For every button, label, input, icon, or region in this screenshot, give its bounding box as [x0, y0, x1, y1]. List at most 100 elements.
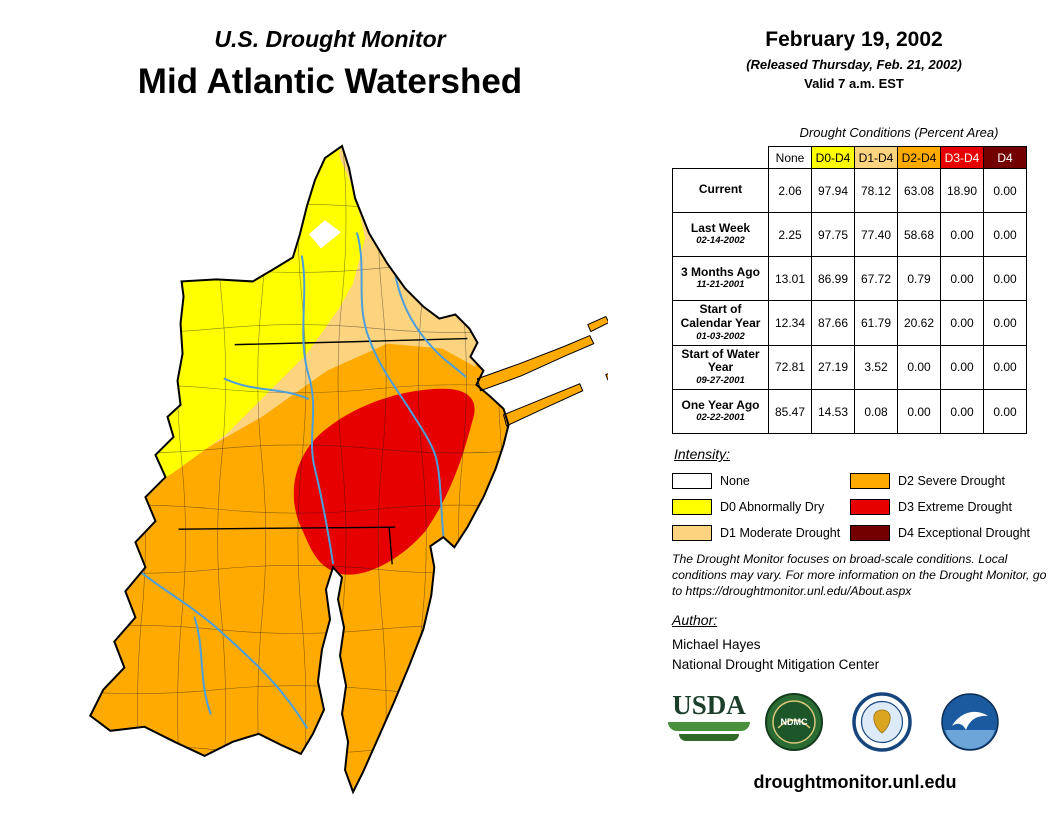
- value-cell: 0.00: [983, 168, 1027, 213]
- table-header-row: None D0-D4 D1-D4 D2-D4 D3-D4 D4: [673, 146, 1027, 169]
- value-cell: 0.00: [983, 256, 1027, 301]
- released-date: (Released Thursday, Feb. 21, 2002): [746, 57, 962, 72]
- author-block: Author: Michael Hayes National Drought M…: [672, 612, 879, 672]
- value-cell: 13.01: [768, 256, 812, 301]
- state-boundaries: [178, 337, 468, 565]
- report-kicker: U.S. Drought Monitor: [214, 26, 446, 52]
- row-label-text: 3 Months Ago: [681, 264, 760, 279]
- legend-swatch-d4: [850, 525, 890, 541]
- value-cell: 0.00: [897, 344, 941, 391]
- legend-label: D4 Exceptional Drought: [898, 526, 1031, 540]
- watershed-outline: [88, 144, 510, 795]
- usda-swoosh-icon: [679, 734, 739, 741]
- row-label: One Year Ago 02-22-2001: [672, 389, 769, 435]
- legend-column-right: D2 Severe Drought D3 Extreme Drought D4 …: [850, 468, 1030, 546]
- row-label-date: 01-03-2002: [696, 330, 745, 342]
- table-row: One Year Ago 02-22-2001 85.47 14.53 0.08…: [672, 389, 1027, 435]
- table-title: Drought Conditions (Percent Area): [799, 125, 999, 140]
- row-label-date: 02-22-2001: [696, 412, 745, 424]
- column-header-d4: D4: [983, 146, 1027, 169]
- value-cell: 97.94: [811, 168, 855, 213]
- row-label-date: 11-21-2001: [696, 279, 745, 291]
- author-org: National Drought Mitigation Center: [672, 657, 880, 672]
- value-cell: 58.68: [897, 212, 941, 257]
- legend-label: D3 Extreme Drought: [898, 500, 1012, 514]
- drought-map: [88, 144, 625, 795]
- legend-label: D0 Abnormally Dry: [720, 500, 825, 514]
- value-cell: 72.81: [768, 344, 812, 391]
- row-label-date: 09-27-2001: [696, 375, 745, 387]
- legend-swatch-d2: [850, 473, 890, 489]
- legend-label: None: [720, 474, 750, 488]
- value-cell: 0.00: [983, 300, 1027, 346]
- value-cell: 78.12: [854, 168, 898, 213]
- valid-time: Valid 7 a.m. EST: [804, 76, 904, 91]
- report-date: February 19, 2002: [765, 28, 943, 51]
- noaa-logo: [940, 692, 1000, 757]
- column-header-d0d4: D0-D4: [811, 146, 855, 169]
- map-region-none: [308, 220, 342, 249]
- date-block: February 19, 2002 (Released Thursday, Fe…: [660, 28, 1048, 91]
- column-header-d2d4: D2-D4: [897, 146, 941, 169]
- row-label-text: Start of Calendar Year: [680, 302, 761, 330]
- author-name: Michael Hayes: [672, 637, 761, 652]
- value-cell: 0.08: [854, 389, 898, 435]
- value-cell: 0.79: [897, 256, 941, 301]
- value-cell: 18.90: [940, 168, 984, 213]
- value-cell: 61.79: [854, 300, 898, 346]
- page-title: Mid Atlantic Watershed: [137, 62, 523, 101]
- legend-label: D1 Moderate Drought: [720, 526, 841, 540]
- value-cell: 0.00: [940, 300, 984, 346]
- value-cell: 0.00: [983, 389, 1027, 435]
- column-header-d1d4: D1-D4: [854, 146, 898, 169]
- value-cell: 67.72: [854, 256, 898, 301]
- row-label-text: One Year Ago: [681, 397, 760, 412]
- legend-item: D2 Severe Drought: [850, 468, 1030, 494]
- legend-swatch-d0: [672, 499, 712, 515]
- legend-swatch-d3: [850, 499, 890, 515]
- row-label-text: Current: [698, 182, 743, 197]
- legend-item: D1 Moderate Drought: [672, 520, 840, 546]
- column-header-none: None: [768, 146, 812, 169]
- value-cell: 0.00: [897, 389, 941, 435]
- row-label: Start of Water Year 09-27-2001: [672, 344, 769, 391]
- row-label: 3 Months Ago 11-21-2001: [672, 256, 769, 301]
- table-row: Start of Water Year 09-27-2001 72.81 27.…: [672, 344, 1027, 391]
- value-cell: 2.06: [768, 168, 812, 213]
- value-cell: 20.62: [897, 300, 941, 346]
- legend-label: D2 Severe Drought: [898, 474, 1006, 488]
- value-cell: 2.25: [768, 212, 812, 257]
- row-label-date: 02-14-2002: [696, 235, 745, 247]
- author-heading: Author:: [672, 612, 718, 628]
- legend-swatch-d1: [672, 525, 712, 541]
- table-corner-cell: [673, 147, 769, 169]
- legend-item: D0 Abnormally Dry: [672, 494, 840, 520]
- disclaimer-text: The Drought Monitor focuses on broad-sca…: [672, 552, 1047, 598]
- value-cell: 0.00: [983, 212, 1027, 257]
- footer-url: droughtmonitor.unl.edu: [753, 772, 957, 792]
- value-cell: 0.00: [983, 344, 1027, 391]
- row-label: Last Week 02-14-2002: [672, 212, 769, 257]
- legend-column-left: None D0 Abnormally Dry D1 Moderate Droug…: [672, 468, 840, 546]
- map-container: [56, 138, 625, 805]
- value-cell: 0.00: [940, 256, 984, 301]
- row-label-text: Last Week: [690, 220, 751, 235]
- commerce-seal-icon: [852, 692, 912, 752]
- value-cell: 0.00: [940, 212, 984, 257]
- row-label: Current: [672, 168, 769, 213]
- table-row: Start of Calendar Year 01-03-2002 12.34 …: [672, 300, 1027, 346]
- value-cell: 63.08: [897, 168, 941, 213]
- value-cell: 87.66: [811, 300, 855, 346]
- value-cell: 97.75: [811, 212, 855, 257]
- value-cell: 14.53: [811, 389, 855, 435]
- table-row: Last Week 02-14-2002 2.25 97.75 77.40 58…: [672, 212, 1027, 257]
- value-cell: 3.52: [854, 344, 898, 391]
- noaa-seal-icon: [941, 693, 999, 751]
- value-cell: 0.00: [940, 344, 984, 391]
- row-label: Start of Calendar Year 01-03-2002: [672, 300, 769, 346]
- ndmc-seal-icon: NDMC: [765, 693, 823, 751]
- table-row: 3 Months Ago 11-21-2001 13.01 86.99 67.7…: [672, 256, 1027, 301]
- usda-swoosh-icon: [668, 722, 750, 731]
- value-cell: 12.34: [768, 300, 812, 346]
- rivers: [133, 175, 467, 729]
